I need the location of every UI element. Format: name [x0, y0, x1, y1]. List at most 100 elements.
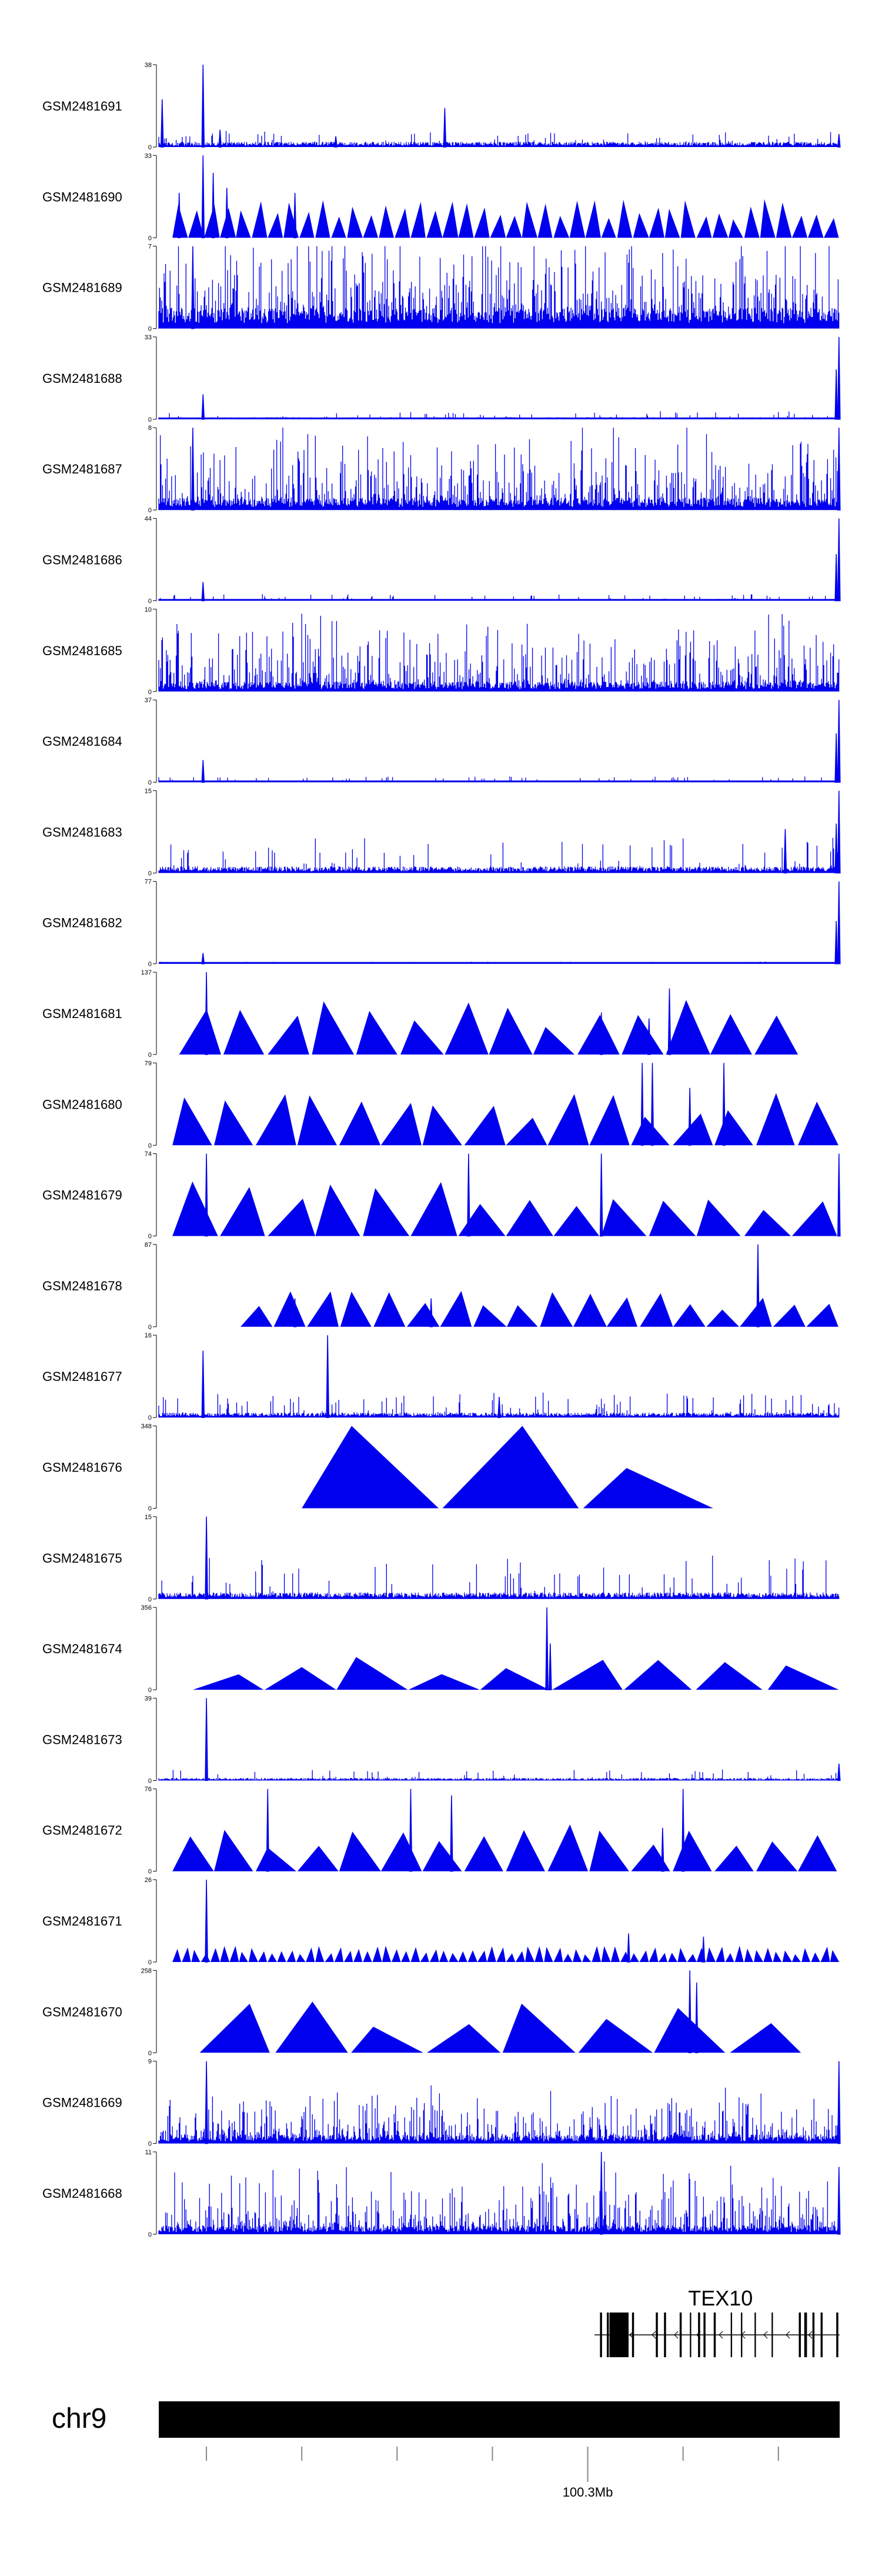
signal-peak: [266, 1788, 270, 1872]
y-min-label: 0: [148, 598, 152, 605]
track-GSM2481687: GSM2481687 8 0: [42, 425, 841, 514]
y-min-label: 0: [148, 1233, 152, 1240]
gene-exon: [799, 2313, 801, 2357]
y-min-label: 0: [148, 961, 152, 968]
signal-peak: [218, 129, 222, 148]
signal-peak: [834, 733, 838, 783]
sample-label: GSM2481672: [42, 1823, 122, 1838]
strand-arrow: [674, 2331, 679, 2339]
y-min-label: 0: [148, 689, 152, 696]
y-min-label: 0: [148, 1687, 152, 1694]
y-min-label: 0: [148, 416, 152, 423]
y-max-label: 348: [141, 1423, 152, 1430]
track-GSM2481679: GSM2481679 74 0: [42, 1151, 841, 1240]
gene-exon: [690, 2313, 691, 2357]
track-GSM2481689: GSM2481689 7 0: [42, 243, 840, 333]
chromosome-bar: [159, 2401, 840, 2438]
gene-exon: [606, 2313, 609, 2357]
track-GSM2481685: GSM2481685 10 0: [42, 606, 840, 696]
signal-bars: [158, 1392, 840, 1418]
signal-peak: [177, 192, 181, 239]
signal-peak: [191, 246, 195, 329]
signal-peak: [695, 1982, 699, 2054]
signal-bars: [158, 2085, 840, 2144]
y-max-label: 7: [148, 243, 152, 251]
signal-peak: [545, 1607, 549, 1690]
sample-label: GSM2481691: [42, 99, 122, 114]
y-max-label: 79: [145, 1060, 152, 1067]
sample-label: GSM2481687: [42, 462, 122, 476]
y-min-label: 0: [148, 326, 152, 333]
signal-area: [192, 1657, 839, 1690]
y-min-label: 0: [148, 779, 152, 786]
signal-area: [172, 1093, 838, 1146]
gene-exon: [664, 2313, 666, 2357]
gene-exon: [741, 2313, 743, 2357]
signal-peak: [599, 1153, 603, 1237]
y-max-label: 26: [145, 1877, 152, 1884]
signal-area: [179, 1000, 799, 1055]
signal-peak: [837, 428, 841, 510]
track-GSM2481668: GSM2481668 11 0: [42, 2149, 841, 2238]
y-max-label: 44: [145, 516, 152, 523]
sample-label: GSM2481688: [42, 371, 122, 386]
signal-peak: [191, 428, 195, 510]
gene-exon: [771, 2313, 773, 2357]
sample-label: GSM2481690: [42, 189, 122, 204]
gene-exon: [600, 2313, 602, 2357]
gene-annotation-track: TEX10: [594, 2286, 840, 2357]
signal-bars: [158, 613, 840, 692]
signal-area: [240, 1291, 838, 1327]
signal-peak: [205, 1879, 208, 1963]
signal-peak: [549, 1643, 552, 1690]
signal-area: [172, 1824, 837, 1871]
y-max-label: 37: [145, 697, 152, 704]
signal-area: [199, 2001, 801, 2053]
signal-baseline: [159, 417, 840, 419]
sample-label: GSM2481689: [42, 281, 122, 295]
y-max-label: 9: [148, 2058, 152, 2066]
signal-peak: [201, 760, 205, 783]
signal-area: [172, 1946, 840, 1962]
signal-peak: [834, 823, 838, 874]
strand-arrow: [808, 2331, 813, 2339]
signal-bars: [158, 837, 840, 873]
gene-exon: [656, 2313, 658, 2357]
track-GSM2481672: GSM2481672 76 0: [42, 1786, 837, 1876]
chromosome-ideogram: chr9: [52, 2401, 840, 2438]
y-min-label: 0: [148, 1506, 152, 1513]
signal-peak: [211, 172, 215, 239]
sample-label: GSM2481683: [42, 825, 122, 839]
signal-peak: [837, 2167, 841, 2235]
sample-label: GSM2481678: [42, 1279, 122, 1293]
signal-peak: [201, 155, 205, 239]
strand-arrow: [719, 2331, 723, 2339]
signal-peak: [293, 192, 297, 239]
signal-peak: [409, 1788, 413, 1872]
signal-peak: [688, 1087, 691, 1146]
y-min-label: 0: [148, 144, 152, 151]
signal-peak: [837, 1763, 841, 1781]
signal-peak: [837, 881, 841, 965]
y-min-label: 0: [148, 1052, 152, 1059]
signal-peak: [834, 553, 838, 602]
signal-peak: [837, 134, 841, 148]
y-max-label: 39: [145, 1695, 152, 1702]
signal-bars: [158, 131, 840, 147]
signal-peak: [201, 64, 205, 148]
sample-label: GSM2481675: [42, 1551, 122, 1566]
signal-bars: [158, 428, 840, 510]
y-min-label: 0: [148, 235, 152, 242]
strand-arrow: [652, 2331, 656, 2339]
gene-exon: [804, 2313, 807, 2357]
y-max-label: 15: [145, 788, 152, 795]
signal-peak: [837, 518, 841, 602]
signal-peak: [450, 1795, 453, 1872]
y-max-label: 356: [141, 1604, 152, 1611]
sample-label: GSM2481679: [42, 1188, 122, 1203]
sample-label: GSM2481673: [42, 1732, 122, 1747]
signal-peak: [647, 1018, 651, 1055]
signal-peak: [834, 920, 838, 965]
signal-peak: [640, 1063, 644, 1146]
track-GSM2481690: GSM2481690 33 0: [42, 152, 839, 242]
